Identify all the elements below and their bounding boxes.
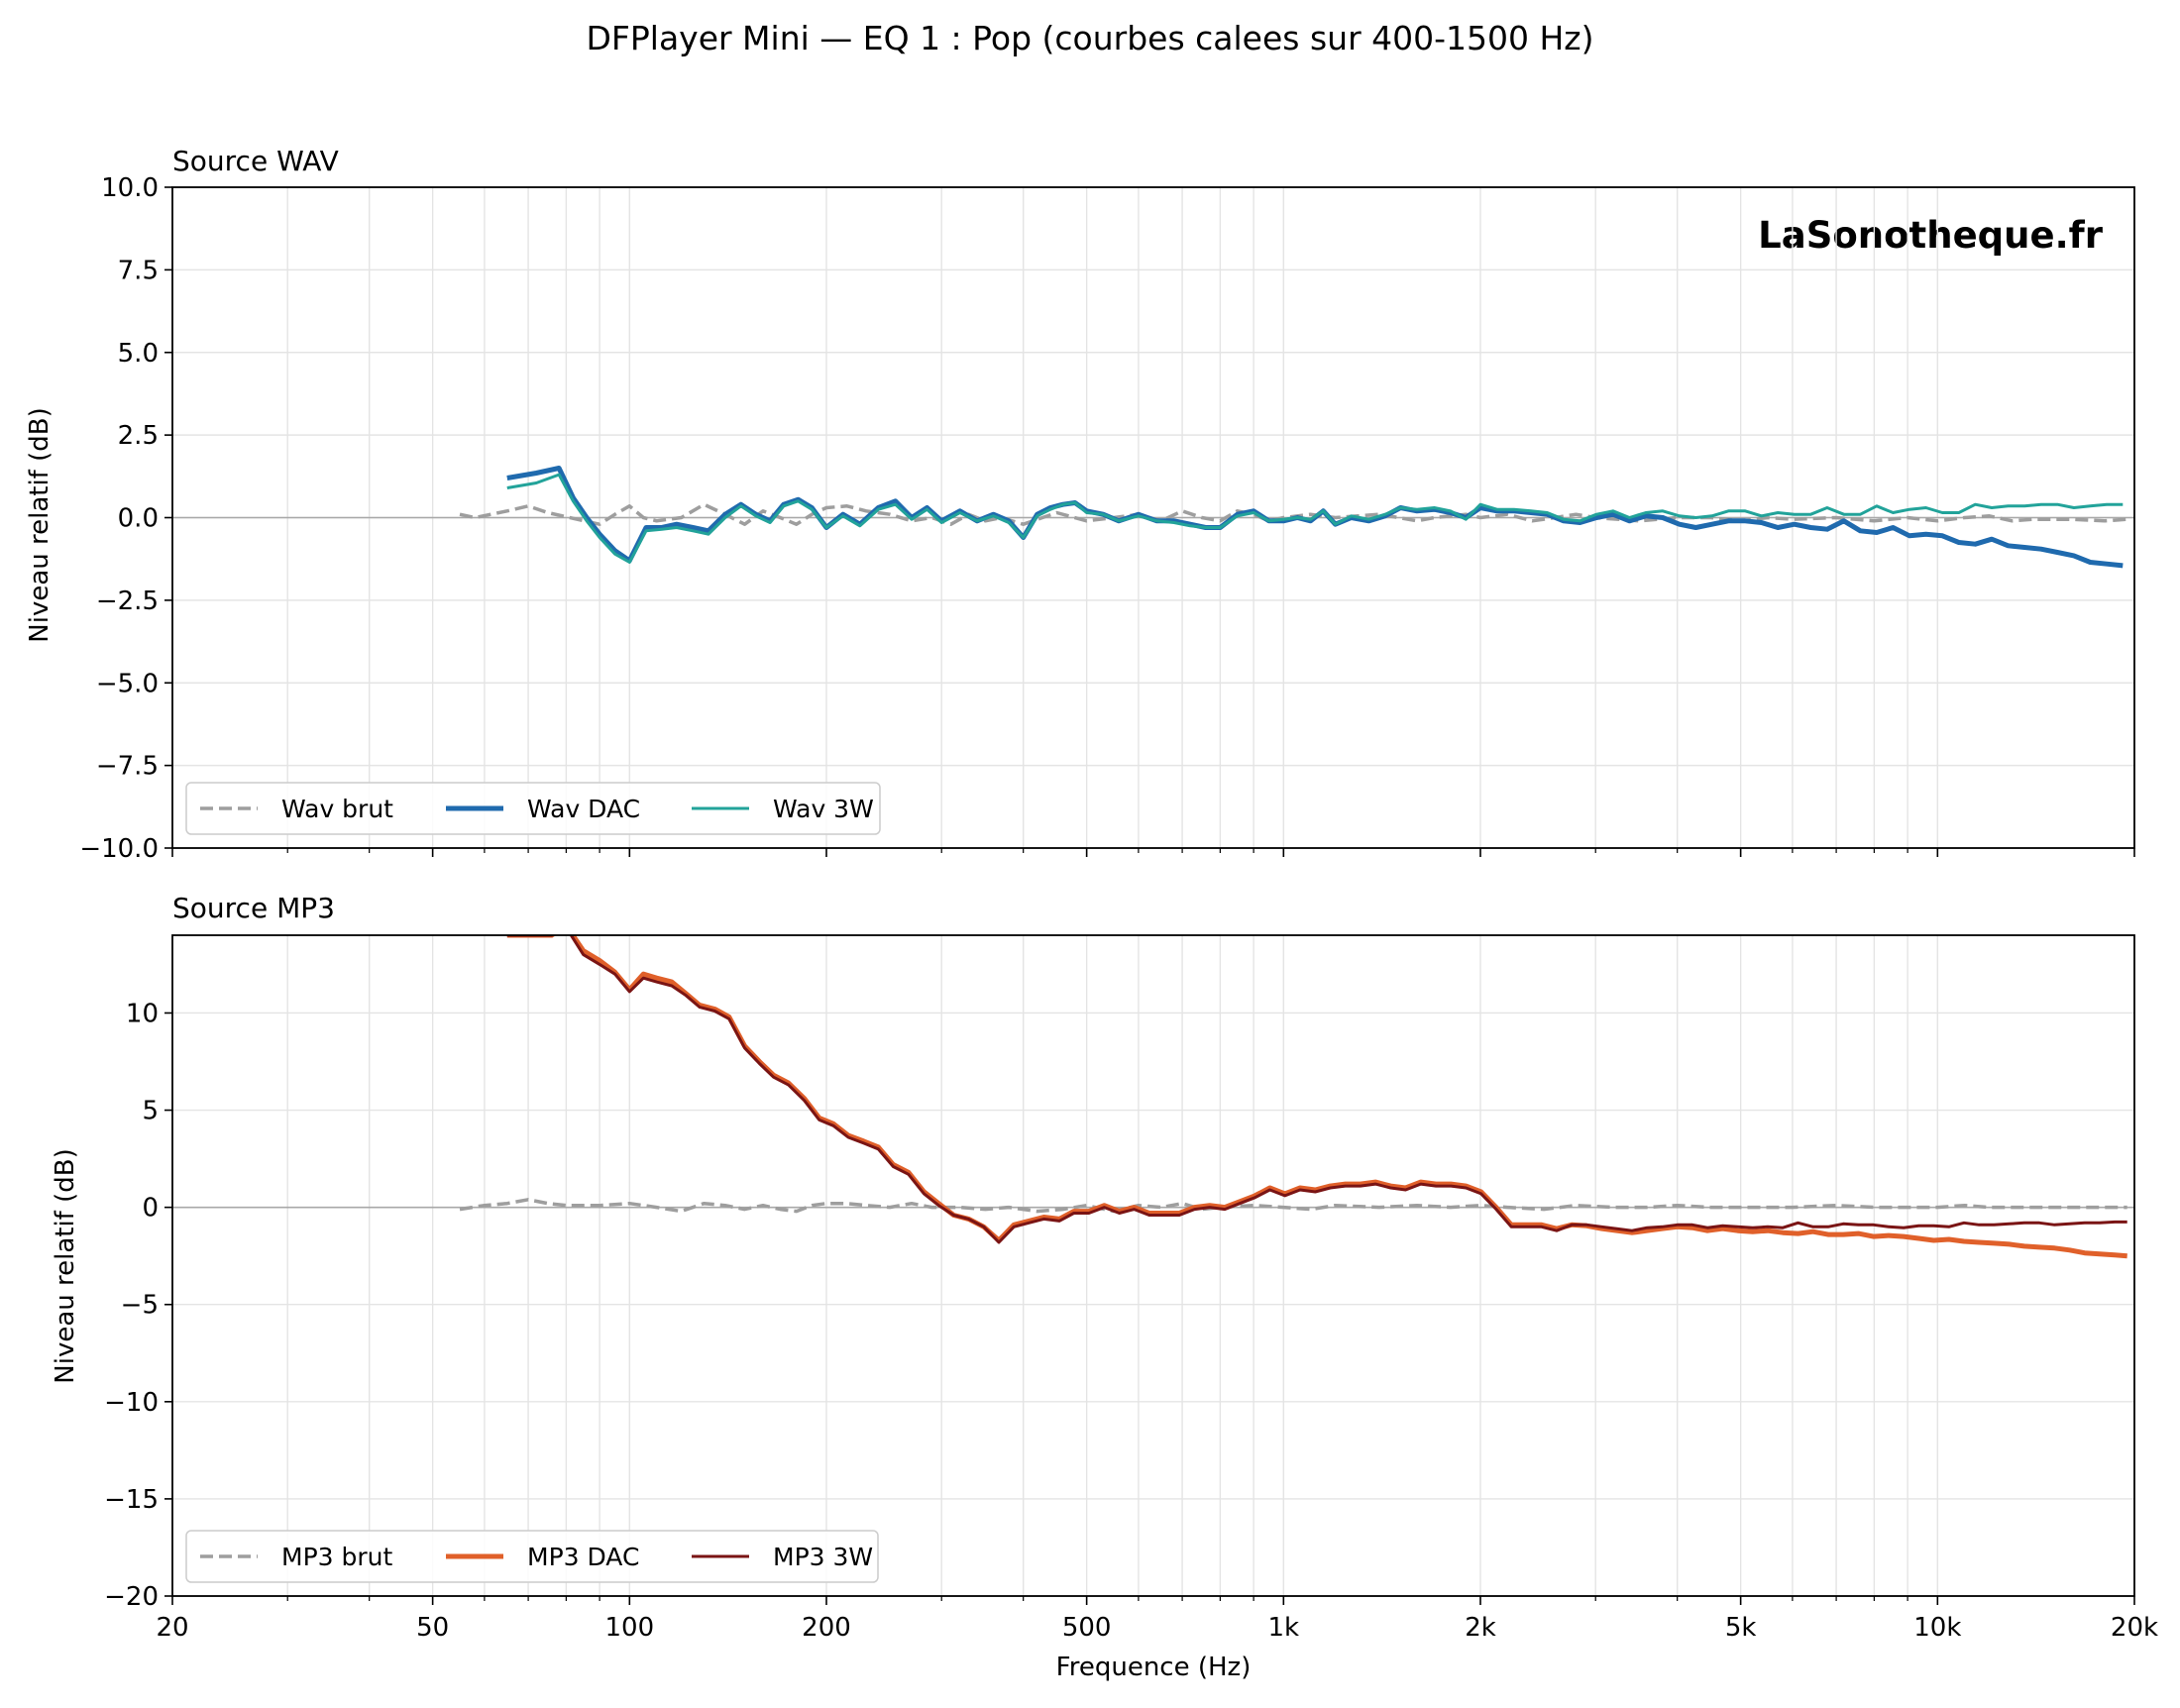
series-line-wav-3w xyxy=(506,473,2124,564)
y-tick-label: −7.5 xyxy=(96,752,159,782)
x-tick-label: 100 xyxy=(604,1613,654,1643)
legend: MP3 brut MP3 DAC MP3 3W xyxy=(185,1530,879,1583)
legend: Wav brut Wav DAC Wav 3W xyxy=(185,782,881,835)
x-tick-label: 200 xyxy=(802,1613,851,1643)
legend-label: MP3 DAC xyxy=(527,1543,639,1571)
y-tick-label: −10.0 xyxy=(79,834,159,864)
y-tick-label: 10 xyxy=(126,999,159,1028)
xlabel: Frequence (Hz) xyxy=(1056,1653,1252,1682)
y-tick-label: 0.0 xyxy=(118,504,159,534)
legend-label: Wav 3W xyxy=(773,795,874,823)
watermark: LaSonotheque.fr xyxy=(1758,214,2104,257)
x-tick-label: 20 xyxy=(156,1613,188,1643)
series-line-mp3-3w xyxy=(506,935,2127,1244)
x-tick-label: 10k xyxy=(1913,1613,1961,1643)
y-tick-label: −10 xyxy=(104,1388,159,1418)
y-tick-label: 10.0 xyxy=(101,173,159,203)
x-tick-label: 20k xyxy=(2111,1613,2158,1643)
x-tick-label: 1k xyxy=(1268,1613,1300,1643)
series-line-mp3-dac xyxy=(506,935,2127,1259)
panel-title-wav: Source WAV xyxy=(172,145,339,177)
legend-label: Wav brut xyxy=(281,795,393,823)
y-tick-label: −5.0 xyxy=(96,669,159,698)
series-line-mp3-brut xyxy=(459,1198,2127,1214)
y-tick-label: −15 xyxy=(104,1485,159,1515)
y-tick-label: 7.5 xyxy=(118,256,159,285)
legend-label: Wav DAC xyxy=(527,795,640,823)
legend-label: MP3 brut xyxy=(281,1543,392,1571)
plot-frame xyxy=(171,934,2135,1597)
y-tick-label: −2.5 xyxy=(96,587,159,616)
legend-label: MP3 3W xyxy=(773,1543,873,1571)
ylabel-mp3: Niveau relatif (dB) xyxy=(51,1148,80,1383)
panel-wav: Source WAV Niveau relatif (dB) LaSonothe… xyxy=(25,145,2135,864)
panel-mp3: Source MP3 Niveau relatif (dB) Frequence… xyxy=(51,892,2158,1682)
x-tick-label: 5k xyxy=(1725,1613,1757,1643)
y-tick-label: 0 xyxy=(142,1194,159,1224)
y-tick-label: 5.0 xyxy=(118,339,159,369)
x-tick-label: 50 xyxy=(416,1613,449,1643)
x-tick-label: 500 xyxy=(1062,1613,1112,1643)
legend-box xyxy=(185,782,881,835)
x-tick-label: 2k xyxy=(1465,1613,1496,1643)
figure-title: DFPlayer Mini — EQ 1 : Pop (courbes cale… xyxy=(586,19,1593,57)
y-tick-label: −20 xyxy=(104,1582,159,1612)
y-tick-label: 5 xyxy=(142,1097,159,1126)
y-tick-label: −5 xyxy=(121,1291,159,1321)
panel-title-mp3: Source MP3 xyxy=(172,892,335,924)
y-tick-label: 2.5 xyxy=(118,421,159,451)
legend-box xyxy=(185,1530,879,1583)
ylabel-wav: Niveau relatif (dB) xyxy=(25,407,54,642)
